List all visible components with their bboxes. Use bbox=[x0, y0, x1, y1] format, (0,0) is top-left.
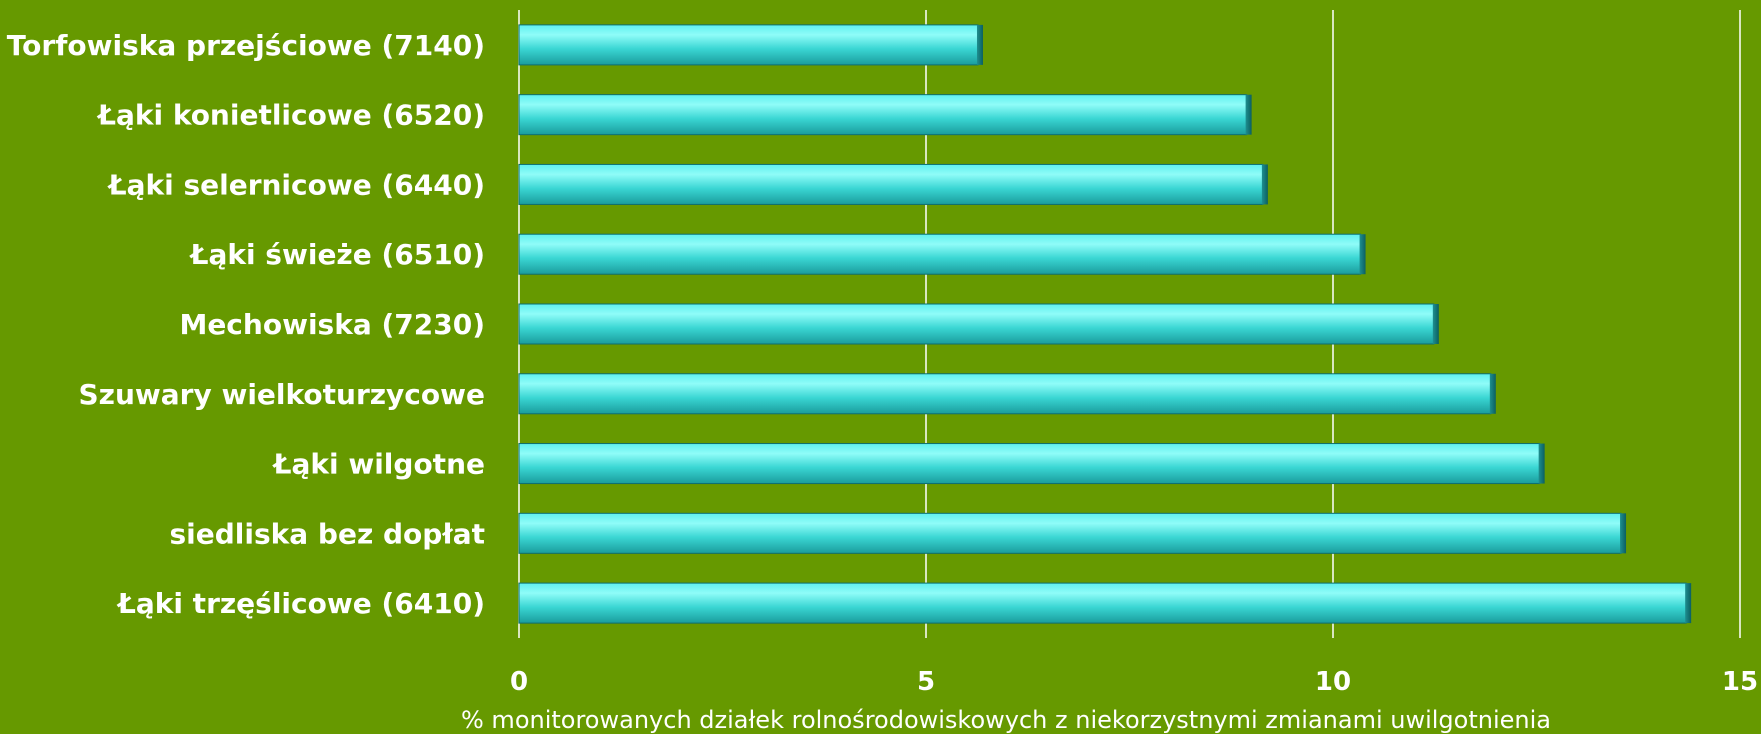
category-label: Torfowiska przejściowe (7140) bbox=[7, 29, 485, 62]
category-label: Łąki trzęślicowe (6410) bbox=[116, 587, 485, 620]
bar bbox=[518, 582, 1692, 624]
category-label: Łąki selernicowe (6440) bbox=[107, 168, 485, 201]
x-tick-label: 0 bbox=[510, 667, 528, 697]
x-tick-label: 10 bbox=[1315, 667, 1351, 697]
bar bbox=[518, 303, 1439, 345]
bar-end-cap bbox=[976, 24, 983, 65]
bar-end-cap bbox=[1261, 164, 1268, 205]
bar-body bbox=[518, 233, 1362, 275]
category-label: siedliska bez dopłat bbox=[170, 517, 486, 550]
category-label: Łąki świeże (6510) bbox=[188, 238, 485, 271]
bar-end-cap bbox=[1359, 234, 1366, 275]
bar bbox=[518, 94, 1252, 136]
bar-body bbox=[518, 582, 1687, 624]
bar bbox=[518, 443, 1545, 485]
bar-body bbox=[518, 443, 1541, 485]
bar-body bbox=[518, 373, 1492, 415]
bar-body bbox=[518, 94, 1248, 136]
category-label: Łąki konietlicowe (6520) bbox=[96, 99, 485, 132]
x-axis-title: % monitorowanych działek rolnośrodowisko… bbox=[461, 706, 1551, 734]
bar-end-cap bbox=[1489, 373, 1496, 414]
bars bbox=[518, 24, 1692, 624]
category-labels: Torfowiska przejściowe (7140) Łąki koniet… bbox=[7, 29, 485, 620]
bar-body bbox=[518, 512, 1622, 554]
bar-end-cap bbox=[1245, 94, 1252, 135]
bar-end-cap bbox=[1538, 443, 1545, 484]
bar-body bbox=[518, 24, 979, 66]
bar bbox=[518, 233, 1366, 275]
bar bbox=[518, 24, 983, 66]
category-label: Szuwary wielkoturzycowe bbox=[79, 378, 486, 411]
bar bbox=[518, 373, 1496, 415]
bar-body bbox=[518, 163, 1264, 205]
category-label: Mechowiska (7230) bbox=[179, 308, 485, 341]
bar bbox=[518, 512, 1627, 554]
bar-end-cap bbox=[1432, 304, 1439, 344]
bar-end-cap bbox=[1620, 513, 1627, 554]
bar-end-cap bbox=[1685, 583, 1692, 624]
bar-body bbox=[518, 303, 1435, 345]
x-tick-label: 15 bbox=[1722, 667, 1758, 697]
category-label: Łąki wilgotne bbox=[272, 448, 486, 481]
x-tick-labels: 0 5 10 15 bbox=[510, 667, 1758, 697]
bar bbox=[518, 163, 1268, 205]
x-tick-label: 5 bbox=[917, 667, 935, 697]
